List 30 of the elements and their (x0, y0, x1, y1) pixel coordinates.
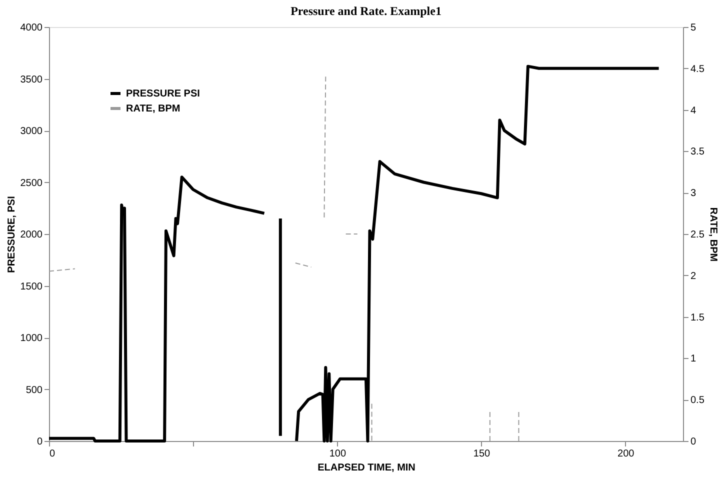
y2-tick-label: 3 (690, 188, 696, 200)
chart-title: Pressure and Rate. Example1 (290, 4, 442, 18)
y2-tick-label: 0.5 (690, 395, 705, 406)
y-tick-label: 1000 (20, 333, 43, 344)
y-axis-title: PRESSURE, PSI (6, 196, 18, 273)
y-tick-label: 500 (26, 384, 43, 396)
y2-tick-label: 3.5 (690, 146, 705, 158)
y-tick-label: 2500 (20, 178, 43, 189)
y2-tick-label: 4 (690, 105, 696, 116)
y2-tick-label: 0 (690, 436, 696, 448)
y-tick-label: 3500 (20, 74, 43, 86)
x-tick-label: 100 (329, 448, 346, 460)
y2-axis-title: RATE, BPM (707, 207, 718, 262)
x-axis-title: ELAPSED TIME, MIN (318, 462, 416, 474)
y-tick-label: 2000 (20, 230, 43, 240)
y2-tick-label: 1.5 (690, 312, 705, 324)
y2-tick-label: 2.5 (690, 230, 705, 240)
x-tick-label: 200 (618, 448, 635, 460)
y2-tick-label: 5 (690, 22, 696, 34)
y2-tick-label: 2 (690, 270, 696, 282)
legend-label: PRESSURE PSI (126, 88, 200, 100)
x-tick-label: 0 (50, 448, 56, 460)
y-tick-label: 0 (36, 436, 43, 448)
y2-tick-label: 4.5 (690, 64, 705, 75)
y-tick-label: 4000 (20, 22, 43, 34)
legend-label: RATE, BPM (126, 104, 180, 114)
y-tick-label: 3000 (20, 126, 43, 137)
y2-tick-label: 1 (690, 354, 696, 365)
x-tick-label: 150 (473, 448, 491, 460)
y-tick-label: 1500 (20, 281, 43, 292)
